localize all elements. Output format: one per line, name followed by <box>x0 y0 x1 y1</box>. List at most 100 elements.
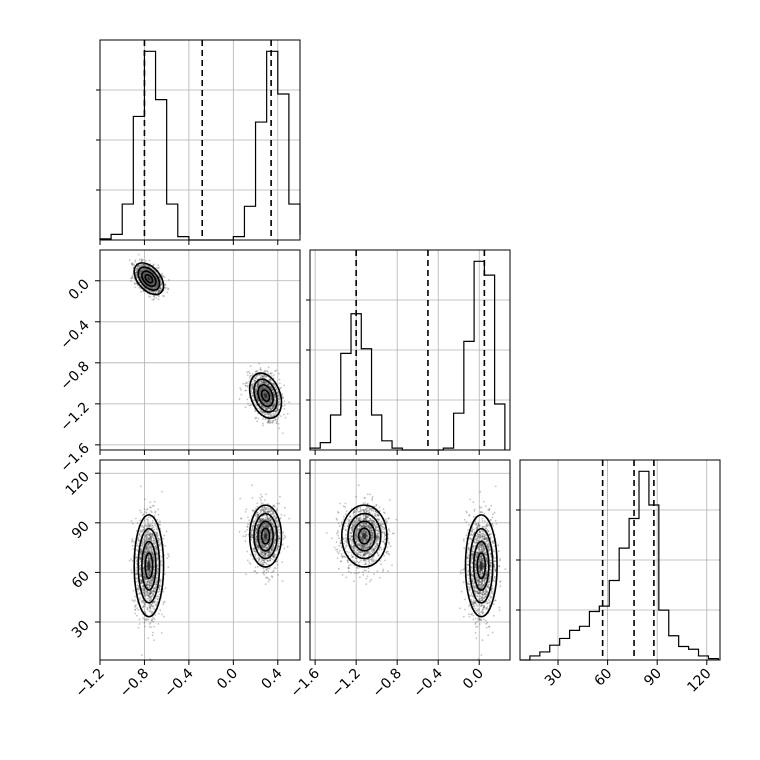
sample-point <box>269 393 272 396</box>
sample-point <box>161 490 163 493</box>
sample-point <box>263 382 266 385</box>
sample-point <box>256 395 258 398</box>
sample-point <box>269 399 272 402</box>
sample-point <box>156 548 158 550</box>
sample-point <box>275 411 277 413</box>
sample-point <box>140 270 143 273</box>
sample-point <box>146 272 149 274</box>
sample-point <box>151 287 154 290</box>
sample-point <box>277 401 280 404</box>
sample-point <box>135 269 138 271</box>
sample-point <box>263 386 266 388</box>
sample-point <box>273 394 276 397</box>
sample-point <box>264 387 267 390</box>
sample-point <box>146 548 149 550</box>
sample-point <box>156 535 159 537</box>
sample-point <box>157 513 160 516</box>
sample-point <box>263 391 266 393</box>
sample-point <box>156 283 158 286</box>
sample-point <box>251 383 254 385</box>
sample-point <box>159 276 161 279</box>
sample-point <box>260 388 262 391</box>
sample-point <box>266 406 269 409</box>
sample-point <box>283 506 286 509</box>
sample-point <box>254 390 257 393</box>
sample-point <box>139 568 142 571</box>
sample-point <box>147 573 150 576</box>
sample-point <box>151 594 154 597</box>
sample-point <box>266 403 269 405</box>
sample-point <box>135 274 138 276</box>
sample-point <box>265 403 268 406</box>
sample-point <box>261 381 263 384</box>
sample-point <box>131 560 134 562</box>
sample-point <box>269 407 271 409</box>
sample-point <box>156 571 159 574</box>
sample-point <box>267 403 270 406</box>
sample-point <box>262 424 264 427</box>
sample-point <box>268 422 271 425</box>
sample-point <box>134 286 137 289</box>
sample-point <box>253 399 255 402</box>
sample-point <box>142 258 144 261</box>
sample-point <box>267 397 269 400</box>
sample-point <box>257 381 260 384</box>
sample-point <box>267 383 270 385</box>
sample-point <box>143 273 146 276</box>
sample-point <box>149 501 152 504</box>
sample-point <box>260 404 263 407</box>
sample-point <box>151 298 154 301</box>
sample-point <box>265 402 268 405</box>
sample-point <box>144 268 147 270</box>
sample-point <box>268 403 271 405</box>
sample-point <box>154 614 157 616</box>
sample-point <box>270 395 273 398</box>
sample-point <box>267 409 270 412</box>
sample-point <box>261 385 264 388</box>
sample-point <box>132 522 134 525</box>
sample-point <box>278 394 280 397</box>
sample-point <box>246 398 249 401</box>
sample-point <box>148 549 151 552</box>
sample-point <box>270 397 273 399</box>
sample-point <box>273 392 275 395</box>
sample-point <box>148 279 151 282</box>
sample-point <box>257 382 260 384</box>
sample-point <box>270 395 273 398</box>
sample-point <box>276 409 278 412</box>
sample-point <box>162 275 165 278</box>
sample-point <box>153 587 156 590</box>
sample-point <box>286 412 289 415</box>
sample-point <box>263 401 266 404</box>
sample-point <box>277 409 280 412</box>
scatter-panel-2-0 <box>128 484 291 664</box>
sample-point <box>256 397 259 400</box>
sample-point <box>151 522 154 524</box>
sample-point <box>144 519 146 522</box>
sample-point <box>267 389 270 392</box>
sample-point <box>149 534 152 537</box>
sample-point <box>257 385 259 388</box>
sample-point <box>263 406 266 409</box>
sample-point <box>149 547 152 550</box>
sample-point <box>131 545 134 547</box>
sample-point <box>144 619 147 621</box>
sample-point <box>251 387 254 389</box>
sample-point <box>271 407 274 409</box>
sample-point <box>156 281 159 283</box>
sample-point <box>143 275 145 277</box>
sample-point <box>255 393 257 396</box>
sample-point <box>153 538 155 540</box>
sample-point <box>258 403 261 405</box>
sample-point <box>164 287 166 289</box>
sample-point <box>156 518 159 521</box>
sample-point <box>258 374 261 376</box>
sample-point <box>274 418 277 421</box>
sample-point <box>164 283 167 286</box>
density-contour-1-0 <box>248 372 283 420</box>
density-contour-1-1 <box>253 378 278 413</box>
sample-point <box>137 662 139 664</box>
sample-point <box>140 290 142 293</box>
sample-point <box>265 407 268 410</box>
sample-point <box>251 394 254 397</box>
